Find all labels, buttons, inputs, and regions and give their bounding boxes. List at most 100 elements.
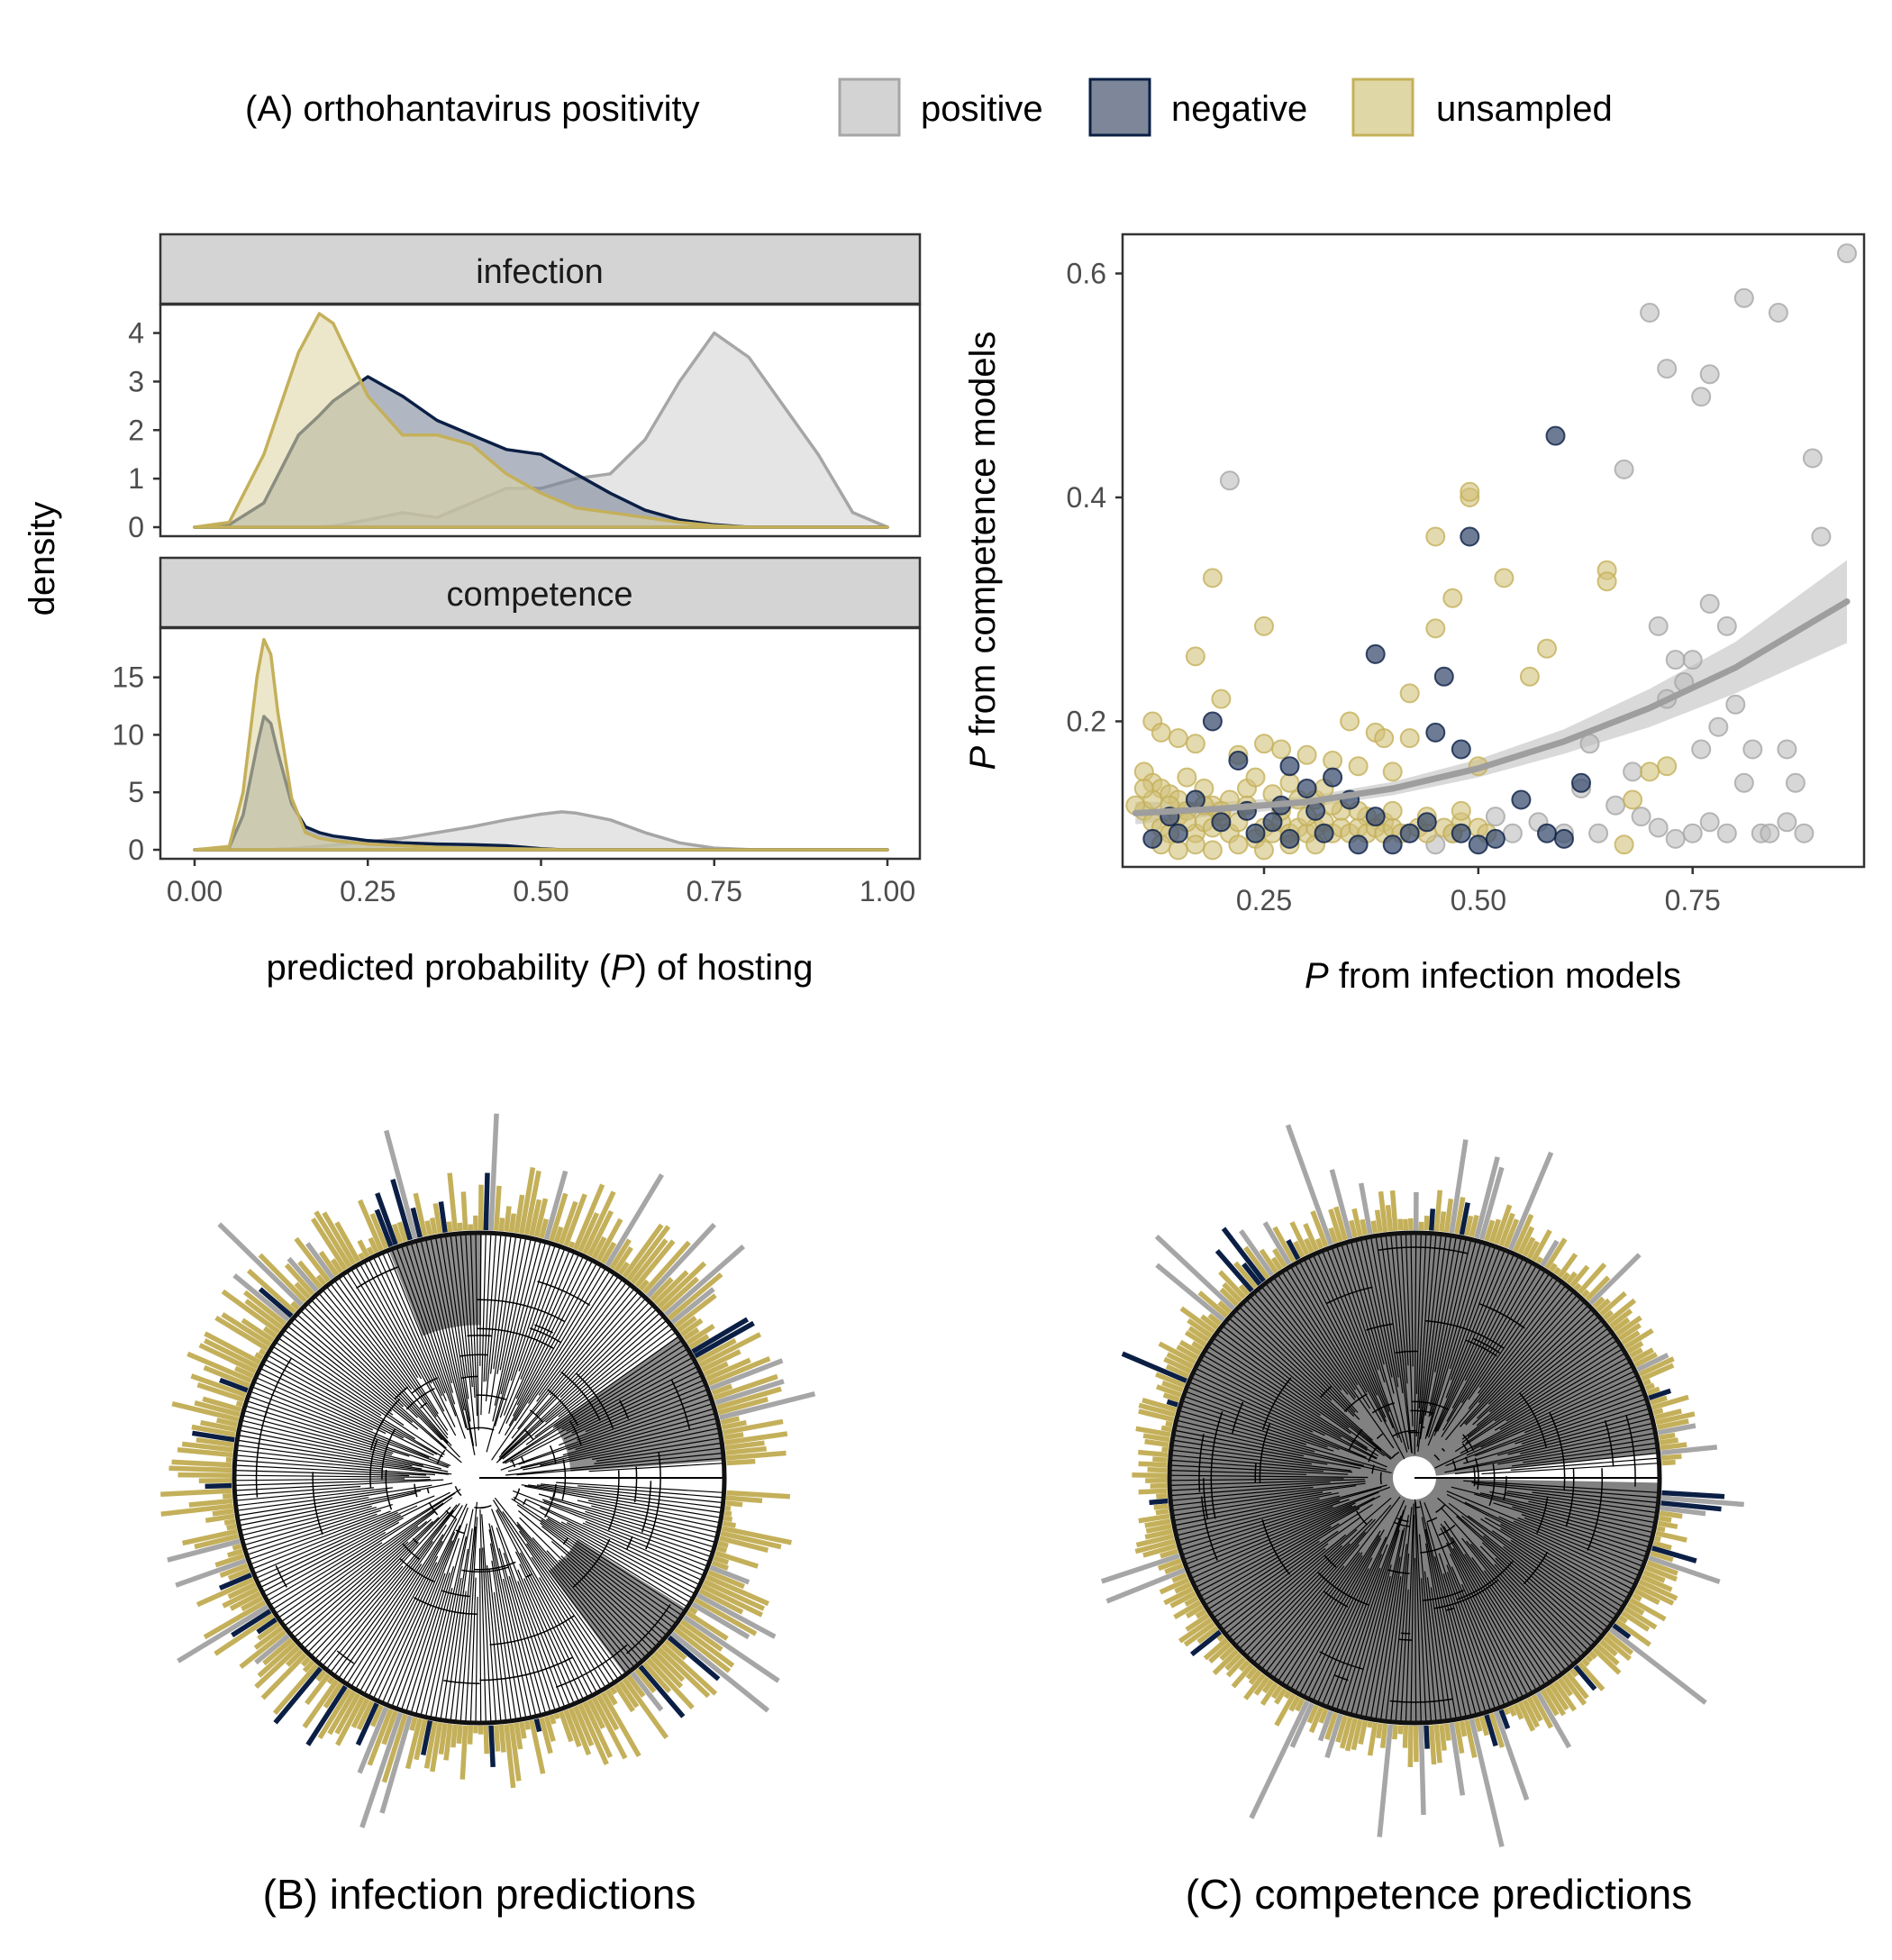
tree-branch (1494, 1563, 1582, 1658)
tree-tip-bar (657, 1261, 707, 1309)
tree-tip-bar (1507, 1151, 1554, 1251)
tree-tip-bar (1367, 1722, 1378, 1756)
tree-branch (1202, 1526, 1332, 1602)
tree-branch (516, 1524, 635, 1668)
density-x-axis: 0.00 0.25 0.50 0.75 1.00 (167, 859, 915, 907)
tree-tip-bar (1308, 1706, 1324, 1734)
tree-tip-bar (1581, 1289, 1590, 1299)
tree-node-arc (275, 1565, 287, 1588)
tree-branch (486, 1241, 547, 1453)
tree-tip-bar (1459, 1720, 1468, 1737)
tree-branch (488, 1523, 532, 1718)
tree-branch (503, 1553, 556, 1711)
tree-tip-bar (262, 1326, 277, 1339)
tree-branch (377, 1532, 456, 1701)
tree-tip-bar (205, 1482, 232, 1490)
tree-branch (1471, 1481, 1660, 1499)
tree-tip-bar (673, 1627, 732, 1673)
tree-branch (534, 1331, 677, 1437)
tree-tip-bar (423, 1721, 438, 1769)
tree-tip-bar (218, 1573, 252, 1591)
tree-branch (330, 1282, 413, 1390)
tree-branch (1424, 1502, 1505, 1707)
tree-branch (1326, 1567, 1381, 1708)
tree-branch (1463, 1480, 1660, 1493)
tree-tip-bar (1152, 1456, 1168, 1463)
tree-branch (1449, 1553, 1520, 1700)
tree-tip-bar (196, 1436, 234, 1448)
tree-tip-bar (413, 1192, 428, 1237)
tree-node-arc (1378, 1246, 1469, 1254)
tree-branch (1451, 1536, 1546, 1686)
tree-branch (258, 1514, 401, 1584)
tree-tip-bar (1187, 1317, 1213, 1339)
tree-branch (1257, 1289, 1342, 1391)
tree-tip-bar (716, 1386, 782, 1410)
tree-branch (1434, 1253, 1515, 1432)
tree-tip-bar (1310, 1210, 1329, 1248)
tree-tip-bar (1142, 1398, 1178, 1413)
tree-tip-bar (203, 1365, 250, 1389)
tree-tip-bar (1474, 1717, 1483, 1732)
tree-node-arc (520, 1455, 525, 1464)
point-unsampled (1254, 840, 1274, 861)
tree-tip-bar (694, 1320, 755, 1359)
tree-tip-bar (1191, 1340, 1205, 1352)
tree-branch (1355, 1575, 1391, 1717)
tree-tip-bar (587, 1699, 605, 1729)
tree-branch (519, 1517, 654, 1652)
tree-tip-bar (714, 1379, 785, 1406)
smooth-trend-line (1132, 598, 1851, 816)
tree-branch (1483, 1535, 1603, 1636)
tree-branch (1176, 1419, 1365, 1467)
tree-branch (499, 1236, 527, 1371)
point-unsampled (1168, 728, 1188, 749)
point-negative (1279, 756, 1300, 777)
tree-tip-bar (375, 1192, 398, 1246)
tree-tip-bar (483, 1725, 489, 1755)
tree-tip-bar (1100, 1553, 1180, 1584)
tree-tip-bar (1351, 1718, 1363, 1751)
tree-branch (516, 1457, 724, 1476)
tree-tip-bar (498, 1724, 506, 1753)
tree-tip-bar (405, 1718, 423, 1770)
point-unsampled (1254, 734, 1274, 754)
point-positive (1708, 716, 1729, 737)
tree-node-arc (1389, 1698, 1453, 1703)
point-positive (1733, 287, 1754, 308)
tree-branch (1335, 1509, 1405, 1711)
tree-branch (1170, 1482, 1366, 1507)
tree-tip-bar (1660, 1454, 1682, 1461)
tree-branch (1195, 1497, 1375, 1589)
tree-branch (1281, 1530, 1381, 1685)
tree-branch (517, 1284, 632, 1430)
tree-branch (1298, 1557, 1373, 1695)
tree-tip-bar (1174, 1582, 1192, 1594)
tree-tip-bar (1561, 1272, 1570, 1281)
tree-branch (1369, 1236, 1399, 1388)
tree-node-arc (569, 1420, 582, 1445)
point-positive (1485, 807, 1505, 827)
tree-tip-bar (1214, 1249, 1254, 1293)
tree-branch (1193, 1372, 1325, 1436)
tree-tip-bar (1577, 1263, 1607, 1295)
tree-branch (440, 1548, 468, 1720)
tree-branch (511, 1498, 686, 1612)
tree-node-arc (1441, 1447, 1445, 1452)
point-positive (1725, 694, 1746, 715)
tree-branch (1215, 1516, 1362, 1623)
tree-branch (1205, 1523, 1340, 1606)
tree-tip-bar (1155, 1372, 1186, 1389)
tree-tip-bar (504, 1206, 512, 1232)
y-tick-label-competence: 10 (112, 718, 144, 751)
tree-branch (1460, 1583, 1515, 1702)
tree-node-arc (1392, 1429, 1416, 1437)
tree-branch (545, 1319, 668, 1423)
tree-branch (338, 1277, 437, 1418)
tree-tip-bar (1274, 1687, 1287, 1705)
tree-tip-bar (327, 1690, 357, 1736)
tree-tip-bar (219, 1377, 249, 1393)
tree-branch (1312, 1254, 1378, 1396)
tree-branch (1424, 1241, 1482, 1439)
tree-branch (1277, 1554, 1363, 1682)
